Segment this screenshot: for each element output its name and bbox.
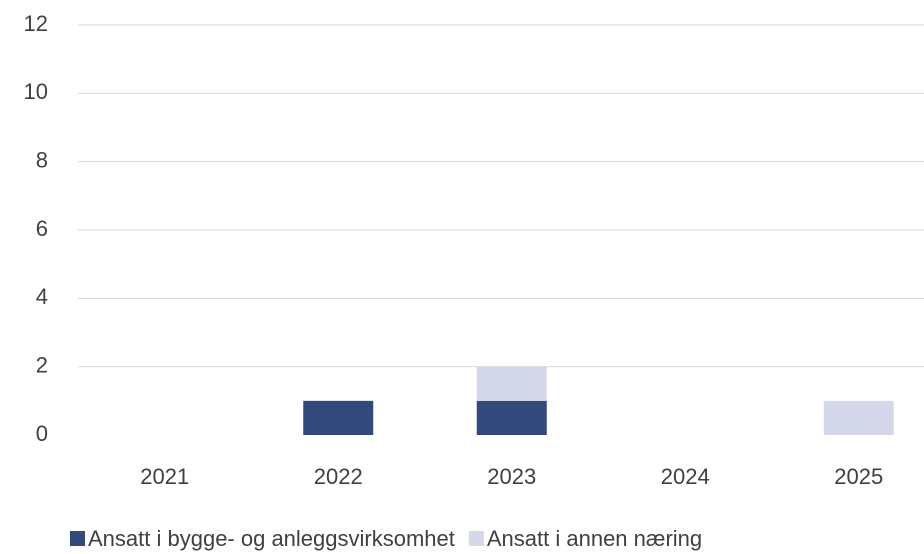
x-tick-label: 2022 xyxy=(314,464,363,489)
bar-segment xyxy=(823,400,894,435)
legend-label: Ansatt i bygge- og anleggsvirksomhet xyxy=(88,526,455,551)
y-tick-label: 6 xyxy=(36,216,48,241)
y-tick-label: 8 xyxy=(36,147,48,172)
y-tick-label: 2 xyxy=(36,352,48,377)
y-tick-label: 12 xyxy=(24,11,48,36)
bar-segment xyxy=(476,366,547,401)
y-tick-label: 0 xyxy=(36,421,48,446)
y-tick-label: 4 xyxy=(36,284,48,309)
legend-label: Ansatt i annen næring xyxy=(487,526,702,551)
legend-marker xyxy=(70,531,85,546)
bar-segment xyxy=(303,400,374,435)
x-tick-label: 2021 xyxy=(140,464,189,489)
x-tick-label: 2025 xyxy=(834,464,883,489)
bar-segment xyxy=(476,400,547,435)
legend-marker xyxy=(468,531,484,546)
y-tick-label: 10 xyxy=(24,79,48,104)
x-tick-label: 2023 xyxy=(487,464,536,489)
x-tick-label: 2024 xyxy=(661,464,710,489)
